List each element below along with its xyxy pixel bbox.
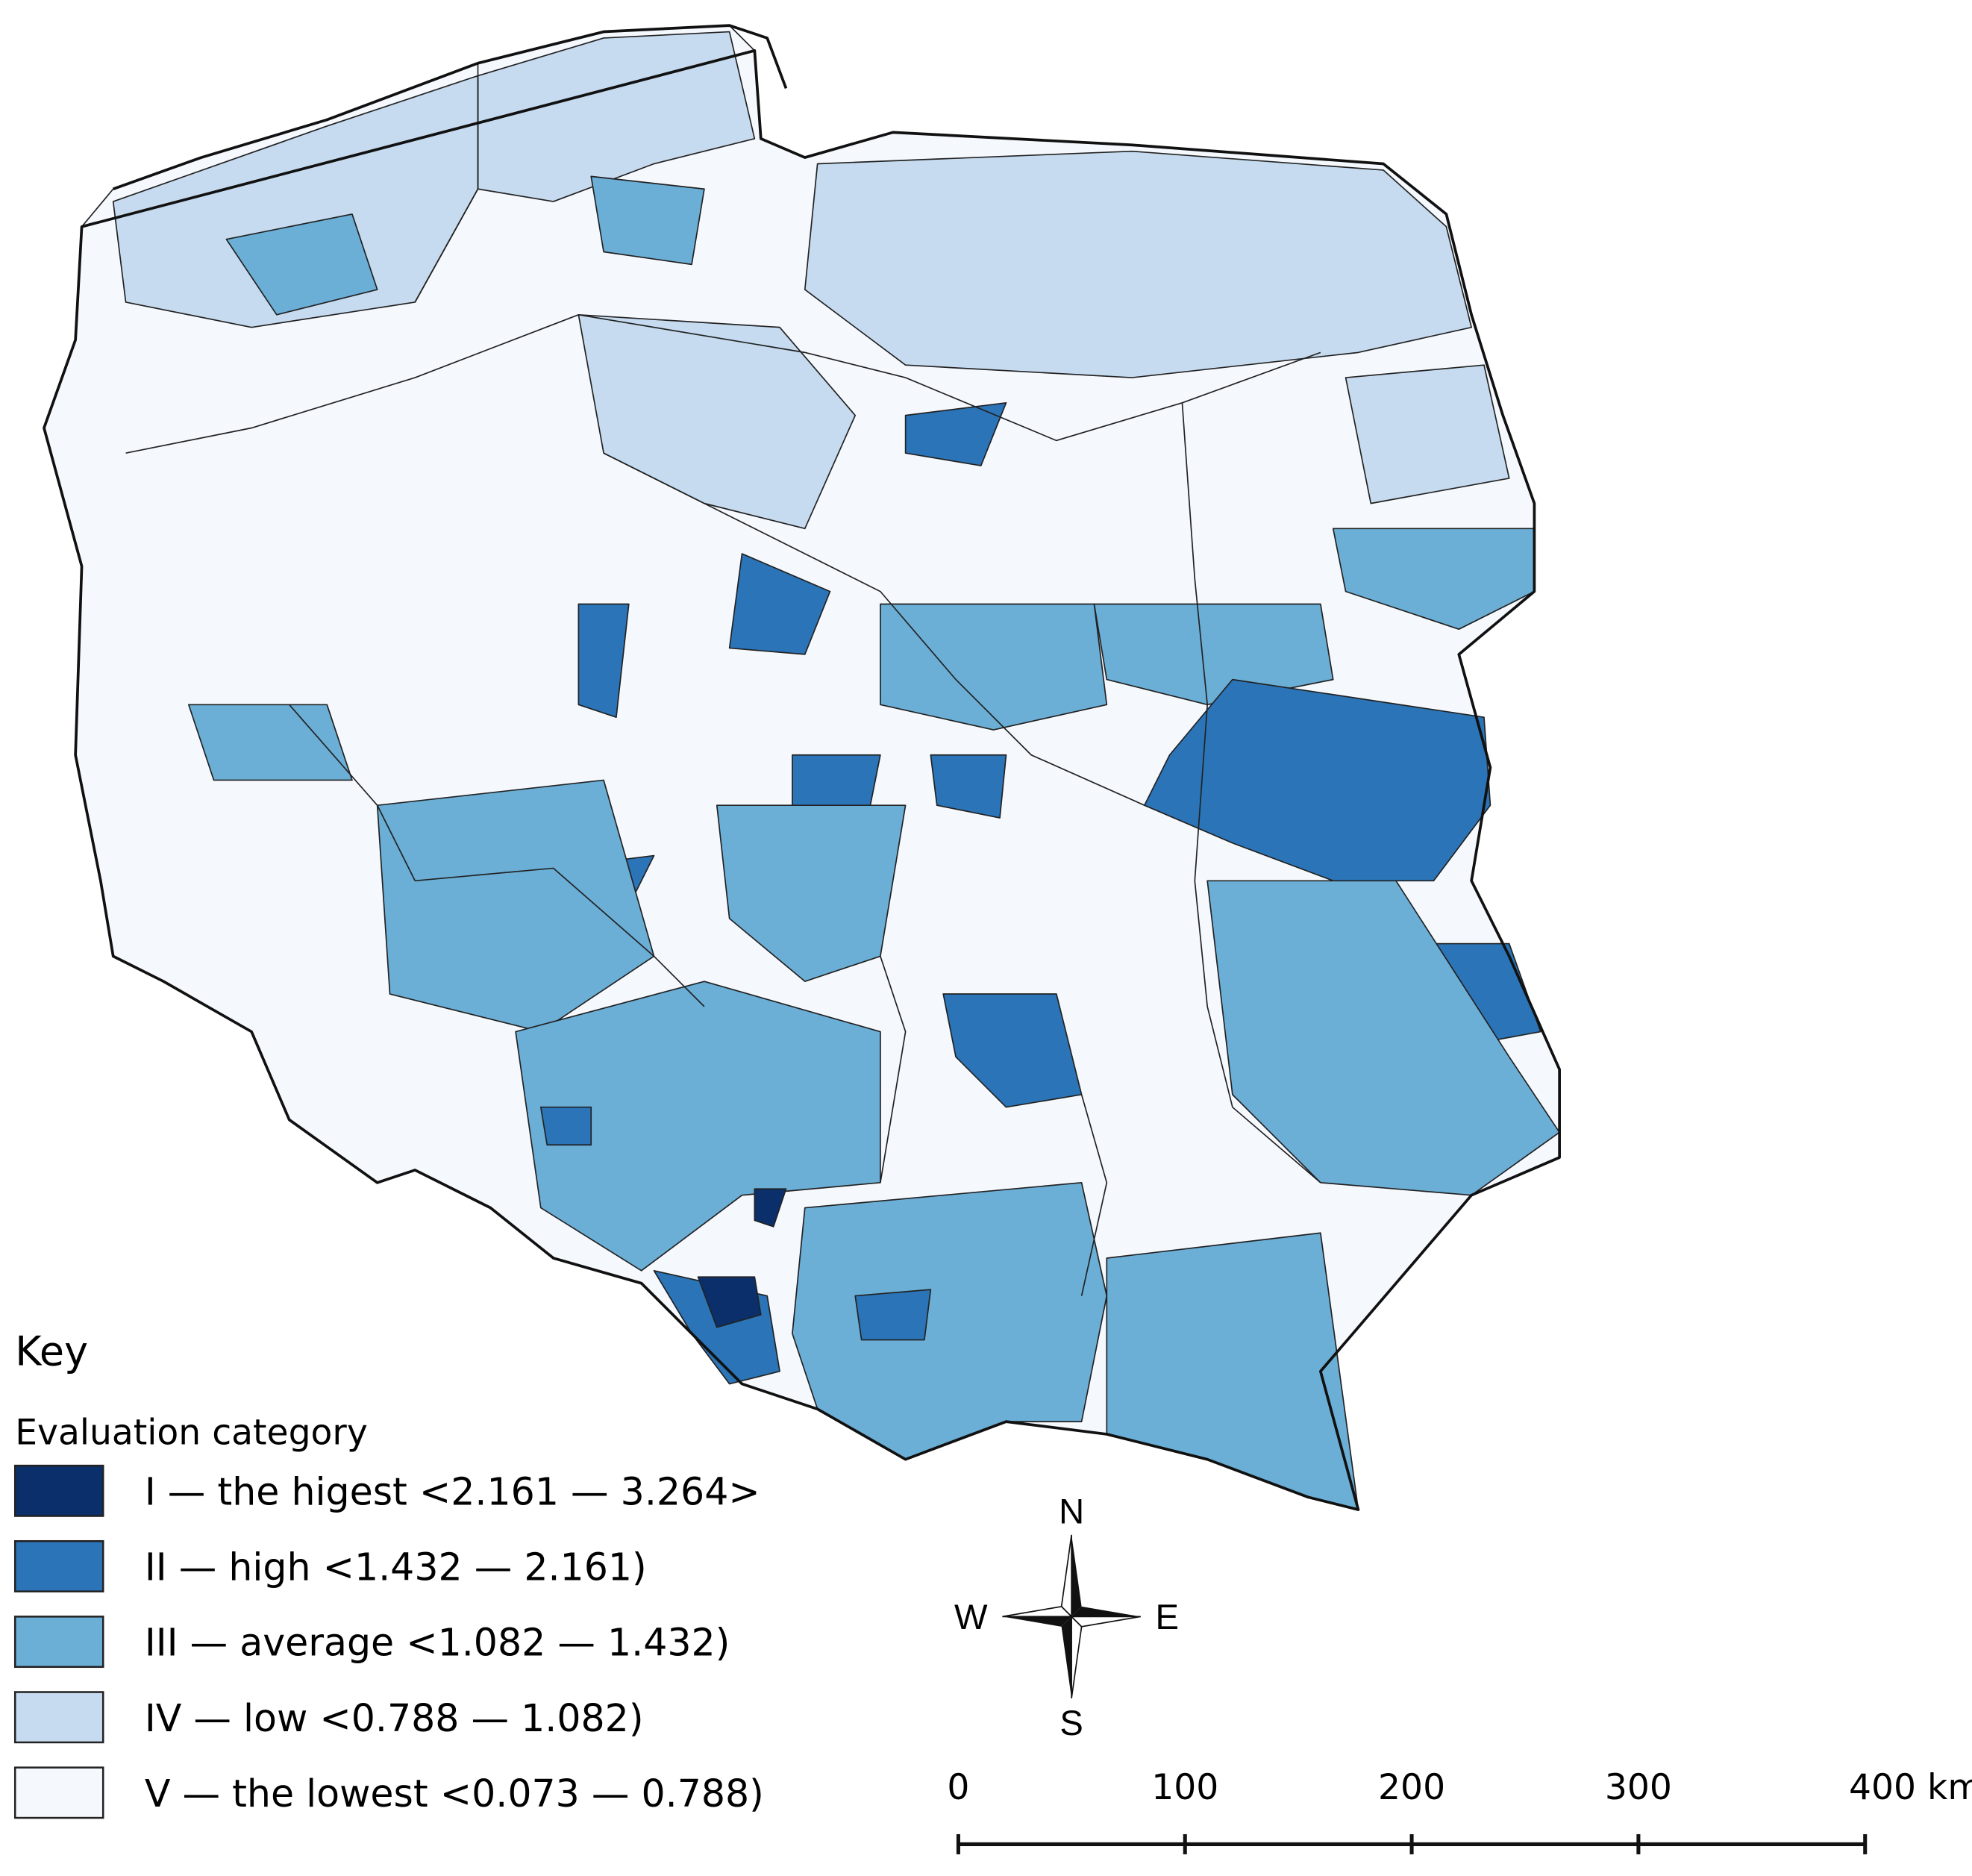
district — [515, 981, 881, 1272]
compass-arm — [1060, 1534, 1072, 1619]
scale-label: 100 — [1151, 1767, 1218, 1808]
compass-label: S — [1059, 1704, 1083, 1743]
scale-bar: 0 100 200 300 400 km — [947, 1767, 1972, 1854]
district — [880, 603, 1108, 731]
compass-arm — [1070, 1616, 1141, 1628]
compass-arm — [1002, 1616, 1072, 1627]
district — [792, 1182, 1108, 1460]
district — [1345, 364, 1510, 504]
legend-swatch — [13, 1691, 104, 1744]
scale-label: 0 — [947, 1767, 969, 1808]
legend-label: III — average <1.082 — 1.432) — [145, 1621, 730, 1665]
scale-label: 400 km — [1849, 1767, 1972, 1808]
compass: N E S W — [954, 1492, 1179, 1743]
legend-heading: Key — [15, 1328, 88, 1375]
legend-label: II — high <1.432 — 2.161) — [145, 1545, 647, 1589]
scale-label: 300 — [1605, 1767, 1672, 1808]
compass-label: E — [1155, 1598, 1178, 1637]
compass-arm — [1071, 1534, 1082, 1617]
legend: Key Evaluation category I — the higest <… — [13, 1328, 764, 1819]
district — [187, 704, 353, 781]
district — [697, 1276, 762, 1328]
country-border — [43, 24, 1561, 1511]
district — [225, 213, 378, 316]
compass-label: N — [1059, 1492, 1084, 1532]
districts — [43, 25, 1560, 1510]
district — [728, 553, 831, 655]
district — [904, 401, 1007, 466]
legend-swatch — [13, 1766, 104, 1819]
district — [1332, 528, 1536, 631]
district — [376, 779, 655, 1033]
compass-arm — [1061, 1616, 1072, 1698]
district — [539, 1106, 592, 1146]
district — [590, 175, 705, 266]
district — [716, 804, 907, 982]
legend-label: I — the higest <2.161 — 3.264> — [145, 1469, 760, 1513]
district — [1206, 880, 1560, 1196]
legend-label: V — the lowest <0.073 — 0.788) — [145, 1772, 764, 1816]
district — [930, 754, 1007, 819]
legend-swatch — [13, 1539, 104, 1592]
district — [804, 150, 1472, 378]
district — [854, 1289, 932, 1341]
compass-arm — [1071, 1606, 1141, 1617]
district — [942, 993, 1083, 1108]
compass-label: W — [954, 1598, 988, 1637]
district — [754, 1188, 787, 1228]
legend-swatch — [13, 1616, 104, 1669]
district — [577, 603, 630, 719]
scale-label: 200 — [1378, 1767, 1445, 1808]
region-lines — [125, 63, 1321, 1296]
compass-arm — [1002, 1605, 1074, 1618]
legend-label: IV — low <0.788 — 1.082) — [145, 1696, 644, 1740]
region-line — [125, 63, 1321, 1296]
district — [477, 31, 756, 202]
legend-title: Evaluation category — [15, 1412, 368, 1453]
compass-arm — [1071, 1615, 1083, 1699]
legend-swatch — [13, 1464, 104, 1517]
